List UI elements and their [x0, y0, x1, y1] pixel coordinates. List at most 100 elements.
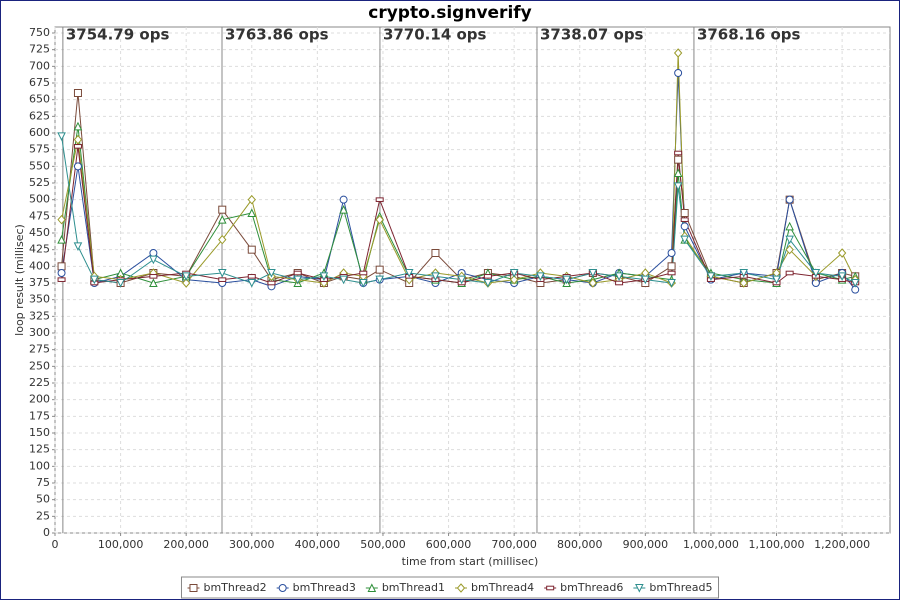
point [667, 262, 676, 271]
point [457, 275, 466, 285]
point [218, 234, 227, 245]
x-tick-label: 700,000 [491, 538, 537, 551]
y-tick-label: 150 [29, 426, 50, 439]
x-tick-label: 900,000 [623, 538, 669, 551]
point [217, 269, 227, 278]
point [57, 235, 66, 244]
point [667, 270, 676, 276]
point [73, 144, 82, 149]
point [615, 280, 624, 286]
x-tick-label: 600,000 [426, 538, 472, 551]
x-tick-label: 1,200,000 [814, 538, 870, 551]
point [375, 265, 384, 274]
point [785, 235, 794, 245]
point [739, 278, 748, 288]
point [319, 272, 329, 281]
point [218, 205, 227, 214]
point [247, 245, 256, 254]
y-tick-label: 125 [29, 443, 50, 456]
point [358, 279, 368, 288]
point [267, 269, 276, 278]
y-tick-label: 500 [29, 193, 50, 206]
point [267, 280, 276, 286]
point [73, 162, 82, 171]
point [57, 132, 66, 141]
series-line [61, 136, 856, 284]
y-tick-label: 375 [29, 276, 50, 289]
x-tick-label: 0 [52, 538, 59, 551]
point [483, 279, 493, 288]
legend-marker [635, 584, 644, 593]
interval-label: 3754.79 ops [66, 26, 170, 44]
interval-label: 3763.86 ops [225, 26, 329, 44]
point [375, 214, 384, 225]
y-tick-label: 450 [29, 226, 50, 239]
y-tick-label: 525 [29, 176, 50, 189]
point [562, 275, 571, 285]
point [375, 275, 384, 285]
interval-label: 3770.14 ops [383, 26, 487, 44]
point [673, 182, 683, 191]
point [536, 272, 545, 281]
point [837, 248, 847, 258]
point [680, 209, 689, 217]
point [149, 249, 158, 257]
point [149, 274, 158, 279]
point [116, 279, 125, 288]
x-tick-label: 500,000 [360, 538, 406, 551]
y-tick-label: 650 [29, 93, 50, 106]
y-tick-label: 200 [29, 393, 50, 406]
point [57, 262, 66, 271]
y-tick-label: 350 [29, 293, 50, 306]
x-tick-label: 400,000 [295, 538, 341, 551]
y-tick-label: 100 [29, 459, 50, 472]
point [614, 272, 624, 281]
y-tick-label: 275 [29, 343, 50, 356]
point [431, 272, 440, 281]
point [483, 274, 492, 279]
y-tick-label: 175 [29, 409, 50, 422]
legend-label: bmThread1 [382, 581, 445, 594]
y-tick-label: 725 [29, 43, 50, 56]
x-axis-label: time from start (millisec) [402, 555, 539, 568]
point [850, 279, 860, 288]
point [247, 208, 257, 217]
point [57, 277, 66, 282]
interval-label: 3738.07 ops [540, 26, 644, 44]
point [149, 278, 158, 287]
point [293, 270, 302, 276]
point [293, 275, 303, 285]
point [674, 150, 683, 156]
legend-label: bmThread4 [471, 581, 534, 594]
legend: bmThread2 bmThread3 bmThread1 bmThread4 bmTh… [180, 576, 720, 599]
y-tick-label: 575 [29, 143, 50, 156]
y-tick-label: 0 [43, 526, 50, 539]
y-tick-label: 75 [36, 476, 50, 489]
point [588, 278, 598, 288]
x-tick-label: 800,000 [557, 538, 603, 551]
legend-label: bmThread3 [293, 581, 356, 594]
point [73, 121, 83, 131]
point [785, 244, 794, 255]
point [57, 214, 66, 225]
legend-label: bmThread5 [649, 581, 712, 594]
point [339, 205, 348, 214]
x-tick-label: 1,100,000 [749, 538, 805, 551]
point [217, 215, 227, 224]
y-tick-label: 750 [29, 26, 50, 39]
point [218, 277, 227, 282]
point [674, 69, 683, 77]
legend-marker [456, 583, 466, 593]
y-axis-label: loop result (millisec) [13, 224, 26, 336]
legend-box [180, 576, 720, 599]
point [785, 195, 794, 204]
interval-label: 3768.16 ops [697, 26, 801, 44]
point [339, 275, 348, 285]
series-line [61, 146, 856, 284]
legend-marker [189, 584, 198, 592]
point [359, 270, 368, 276]
y-tick-label: 625 [29, 109, 50, 122]
point [811, 269, 821, 278]
point [509, 274, 519, 285]
point [509, 269, 519, 278]
